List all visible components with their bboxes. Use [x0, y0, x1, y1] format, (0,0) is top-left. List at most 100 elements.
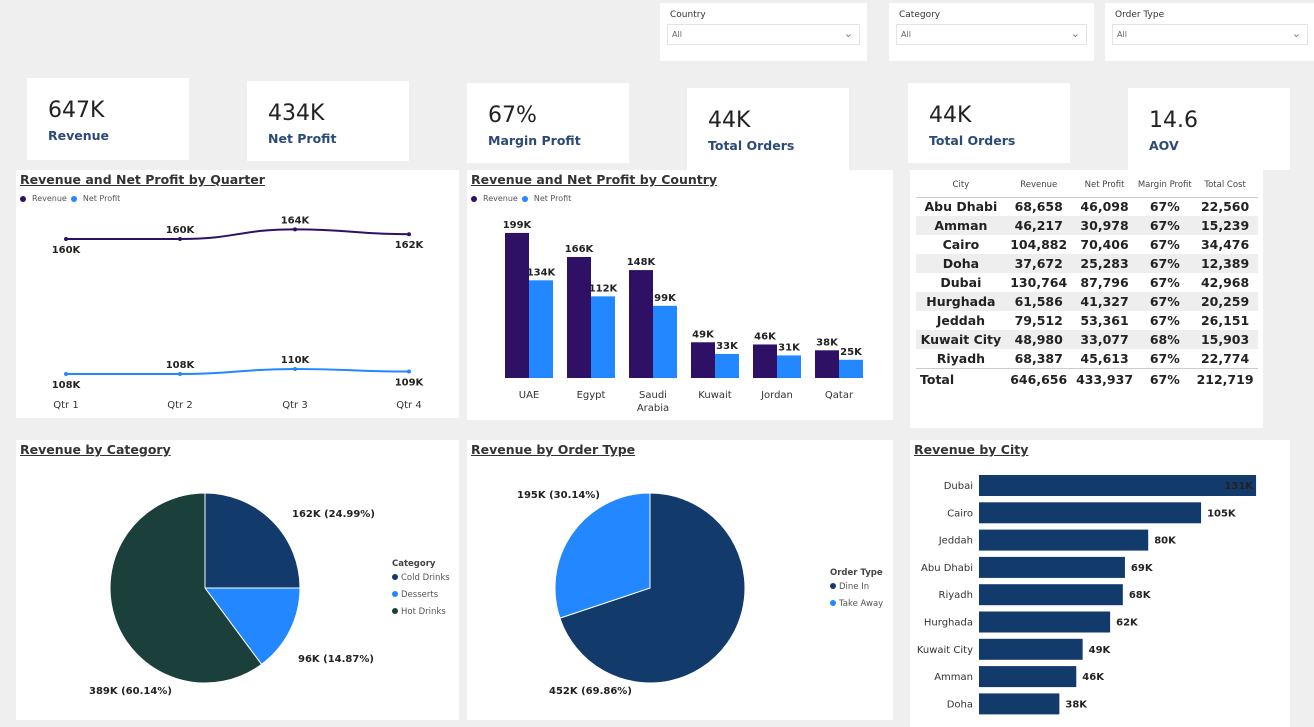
table-cell: 48,980 — [1005, 330, 1072, 349]
table-cell: 70,406 — [1080, 237, 1129, 252]
table-row[interactable]: Doha 37,672 25,283 67% 12,389 — [916, 254, 1258, 273]
city-bar[interactable] — [979, 502, 1202, 524]
city-table: City Revenue Net Profit Margin Profit Total … — [916, 173, 1258, 390]
city-bar[interactable] — [979, 693, 1060, 715]
bar-revenue — [815, 350, 839, 378]
line-point — [64, 372, 68, 376]
line-point — [407, 232, 411, 237]
bar-revenue — [691, 342, 715, 378]
table-cell: 79,512 — [1014, 313, 1063, 328]
table-cell: 34,476 — [1200, 237, 1250, 252]
table-cell: 15,903 — [1192, 330, 1258, 349]
table-row[interactable]: Dubai 130,764 87,796 67% 42,968 — [916, 273, 1258, 292]
category-dropdown[interactable]: All ⌄ — [896, 24, 1087, 45]
table-row[interactable]: Jeddah 79,512 53,361 67% 26,151 — [916, 311, 1258, 330]
city-chart-panel: Revenue by City Dubai 131K Cairo 105K Jeddah… — [910, 440, 1290, 727]
dropdown-value: All — [672, 30, 682, 39]
data-label: 99K — [654, 293, 677, 304]
city-bar[interactable] — [979, 529, 1149, 551]
table-cell: 15,239 — [1192, 216, 1258, 235]
dropdown-value: All — [1117, 30, 1127, 39]
x-tick-label: UAE — [519, 390, 539, 401]
line-point — [407, 369, 411, 374]
column-header[interactable]: City — [916, 173, 1006, 198]
legend-title: Order Type — [830, 568, 883, 578]
pie-slice[interactable] — [109, 492, 263, 684]
order-type-dropdown[interactable]: All ⌄ — [1112, 24, 1308, 45]
table-row[interactable]: Cairo 104,882 70,406 67% 34,476 — [916, 235, 1258, 254]
legend-marker — [830, 583, 836, 589]
table-cell: Cairo — [942, 237, 980, 252]
legend-item[interactable]: Desserts — [401, 590, 439, 600]
table-cell: 41,327 — [1071, 292, 1138, 311]
bar-net-profit — [777, 355, 801, 378]
kpi-margin-profit: 67% Margin Profit — [467, 83, 629, 163]
data-label: 69K — [1131, 563, 1154, 574]
column-header[interactable]: Revenue — [1005, 173, 1072, 198]
table-row[interactable]: Amman 46,217 30,978 67% 15,239 — [916, 216, 1258, 235]
table-row[interactable]: Abu Dhabi 68,658 46,098 67% 22,560 — [916, 197, 1258, 216]
table-row[interactable]: Hurghada 61,586 41,327 67% 20,259 — [916, 292, 1258, 311]
line-point — [178, 237, 182, 241]
x-tick-label: Kuwait — [698, 390, 731, 401]
data-label: 62K — [1116, 618, 1139, 629]
kpi-label: Net Profit — [268, 131, 337, 146]
chart-title: Revenue by Order Type — [471, 442, 636, 457]
table-row[interactable]: Kuwait City 48,980 33,077 68% 15,903 — [916, 330, 1258, 349]
kpi-aov: 14.6 AOV — [1128, 88, 1290, 170]
x-tick-label: Egypt — [577, 390, 606, 401]
y-tick-label: Cairo — [947, 508, 973, 519]
chevron-down-icon: ⌄ — [1070, 27, 1080, 40]
table-cell: 20,259 — [1192, 292, 1258, 311]
country-dropdown[interactable]: All ⌄ — [667, 24, 860, 45]
order-type-chart-panel: Revenue by Order Type 452K (69.86%) 195K … — [467, 440, 893, 720]
legend-item[interactable]: Hot Drinks — [401, 607, 446, 617]
pie-slice[interactable] — [204, 587, 301, 666]
bar-revenue — [567, 256, 591, 378]
line-point — [293, 367, 297, 371]
city-bar[interactable] — [979, 666, 1077, 688]
city-bar[interactable] — [979, 638, 1083, 660]
chart-title: Revenue by City — [914, 442, 1029, 457]
table-cell: 25,283 — [1071, 254, 1138, 273]
column-header[interactable]: Net Profit — [1071, 173, 1138, 198]
column-header[interactable]: Margin Profit — [1137, 173, 1193, 198]
data-label: 134K — [527, 267, 557, 278]
table-cell: 42,968 — [1200, 275, 1250, 290]
legend-item[interactable]: Take Away — [838, 599, 883, 609]
table-cell: 67% — [1137, 292, 1193, 311]
bar-revenue — [629, 270, 653, 378]
slicer-label: Country — [670, 10, 706, 20]
pie-slice[interactable] — [204, 492, 301, 589]
legend-marker — [830, 600, 836, 606]
city-bar[interactable] — [979, 584, 1123, 606]
table-cell: 26,151 — [1200, 313, 1250, 328]
table-cell: 46,217 — [1005, 216, 1072, 235]
table-row[interactable]: Riyadh 68,387 45,613 67% 22,774 — [916, 349, 1258, 368]
bar-net-profit — [529, 280, 553, 378]
data-label: 38K — [1065, 699, 1088, 710]
legend-item[interactable]: Cold Drinks — [401, 573, 450, 583]
pie-slice[interactable] — [559, 492, 746, 684]
data-label: 46K — [1082, 672, 1105, 683]
table-cell: Doha — [916, 254, 1006, 273]
y-tick-label: Riyadh — [939, 590, 973, 601]
legend: Revenue Net Profit — [471, 194, 571, 203]
legend-marker — [392, 591, 398, 597]
city-bar[interactable] — [979, 611, 1111, 633]
kpi-value: 44K — [929, 103, 972, 128]
kpi-revenue: 647K Revenue — [27, 78, 189, 160]
order-type-slicer: Order Type All ⌄ — [1105, 3, 1314, 61]
slice-label: 452K (69.86%) — [549, 686, 632, 697]
line-point — [293, 227, 297, 232]
legend-item[interactable]: Dine In — [839, 582, 869, 592]
pie-slice[interactable] — [554, 492, 651, 619]
table-cell: 68,658 — [1014, 199, 1063, 215]
country-bar-chart: 199K 134K UAE 166K 112K Egypt 148K 99K Saudi Arab… — [503, 220, 863, 414]
city-bar[interactable] — [979, 475, 1257, 496]
x-tick-label: Qatar — [825, 390, 854, 401]
city-bar[interactable] — [979, 556, 1125, 578]
line-net-profit — [66, 367, 410, 375]
x-tick-label: Qtr 4 — [396, 400, 421, 411]
column-header[interactable]: Total Cost — [1192, 173, 1258, 198]
